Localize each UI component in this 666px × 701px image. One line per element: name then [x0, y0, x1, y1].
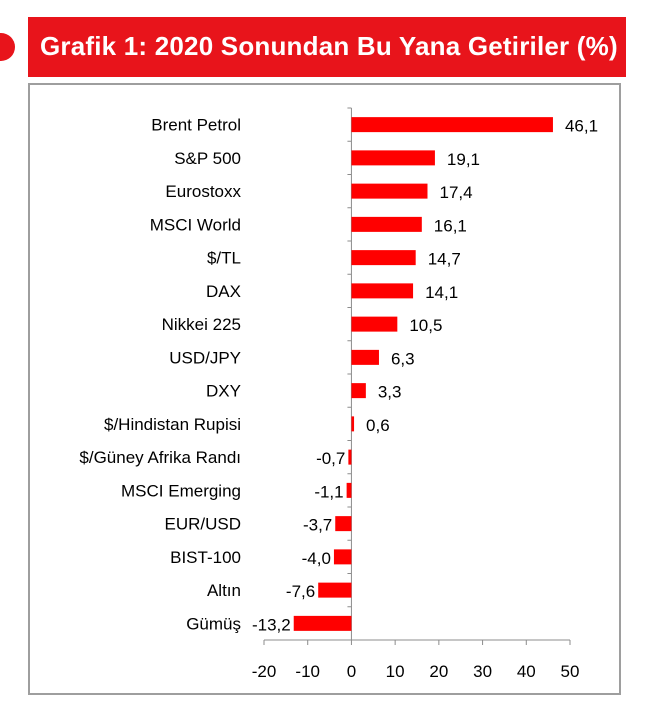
bar: [335, 516, 352, 532]
bar: [351, 216, 422, 232]
value-label: 10,5: [409, 316, 442, 335]
category-label: Altın: [207, 581, 241, 600]
category-label: USD/JPY: [169, 348, 241, 367]
header-bullet-dot: [0, 33, 15, 61]
header-bar: [28, 17, 626, 77]
page-edge: [652, 0, 666, 701]
bar: [351, 383, 366, 399]
value-label: -1,1: [314, 482, 343, 501]
bar: [351, 183, 428, 199]
x-tick-label: 30: [473, 662, 492, 681]
bar: [351, 150, 435, 166]
category-label: MSCI World: [150, 215, 241, 234]
value-label: 0,6: [366, 416, 390, 435]
chart-title: Grafik 1: 2020 Sonundan Bu Yana Getirile…: [40, 31, 618, 61]
x-tick-label: 0: [347, 662, 356, 681]
value-label: 6,3: [391, 349, 415, 368]
value-label: -7,6: [286, 582, 315, 601]
category-label: Eurostoxx: [165, 182, 241, 201]
category-label: $/TL: [207, 249, 241, 268]
x-tick-label: -20: [252, 662, 277, 681]
bar: [351, 117, 553, 133]
category-label: MSCI Emerging: [121, 481, 241, 500]
category-label: DAX: [206, 282, 241, 301]
bar: [293, 615, 352, 631]
category-label: $/Hindistan Rupisi: [104, 415, 241, 434]
value-label: -4,0: [302, 549, 331, 568]
value-label: 46,1: [565, 117, 598, 136]
bar: [333, 549, 352, 565]
value-label: 14,1: [425, 283, 458, 302]
category-label: Nikkei 225: [162, 315, 241, 334]
bar: [351, 416, 355, 432]
category-label: EUR/USD: [164, 515, 241, 534]
category-label: Brent Petrol: [151, 116, 241, 135]
bar: [346, 482, 352, 498]
category-label: BIST-100: [170, 548, 241, 567]
value-label: 14,7: [428, 250, 461, 269]
category-label: DXY: [206, 382, 241, 401]
category-label: S&P 500: [174, 149, 241, 168]
bar: [351, 316, 398, 332]
x-tick-label: 40: [517, 662, 536, 681]
value-label: -0,7: [316, 449, 345, 468]
value-label: -13,2: [252, 615, 291, 634]
bar: [318, 582, 352, 598]
value-label: 16,1: [434, 216, 467, 235]
bar: [348, 449, 352, 465]
value-label: 19,1: [447, 150, 480, 169]
category-label: $/Güney Afrika Randı: [79, 448, 241, 467]
x-tick-label: 20: [429, 662, 448, 681]
category-label: Gümüş: [186, 614, 241, 633]
x-tick-label: -10: [295, 662, 320, 681]
x-tick-label: 10: [386, 662, 405, 681]
bar: [351, 283, 414, 299]
value-label: -3,7: [303, 516, 332, 535]
bar: [351, 250, 416, 266]
value-label: 17,4: [439, 183, 472, 202]
value-label: 3,3: [378, 383, 402, 402]
bar: [351, 349, 379, 365]
x-tick-label: 50: [561, 662, 580, 681]
